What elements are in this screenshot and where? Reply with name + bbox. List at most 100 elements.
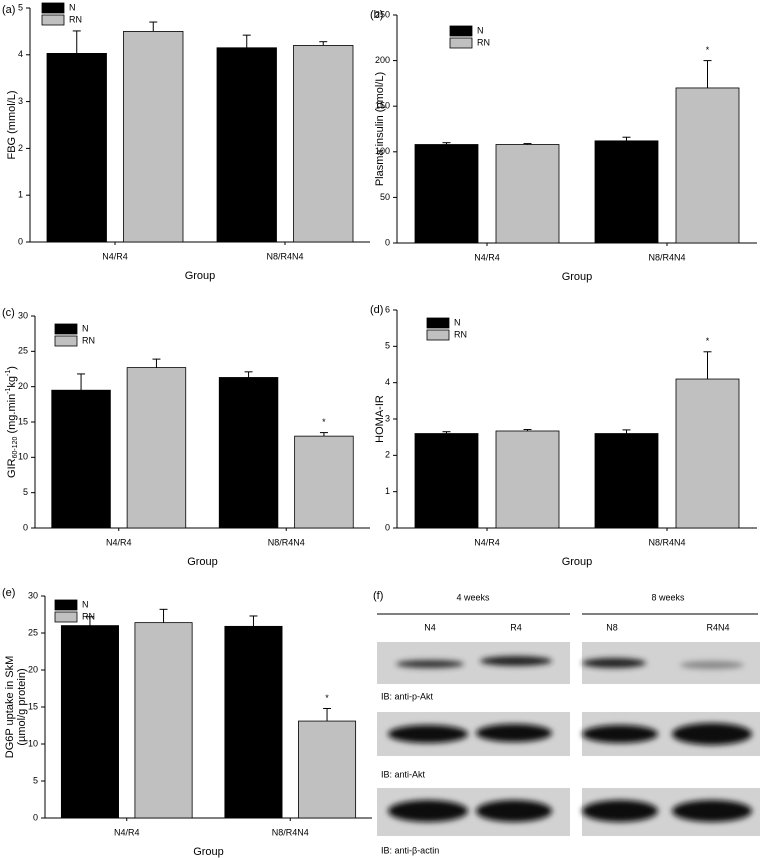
y-tick-label: 1 [18,190,23,200]
y-tick-label: 100 [375,146,390,156]
legend-label: RN [69,14,82,24]
y-tick-label: 5 [385,341,390,351]
x-tick-label: N4/R4 [102,251,128,261]
significance-mark: * [706,336,710,346]
bar [495,430,560,529]
bar [46,52,107,243]
y-axis-label-part: GIR [6,458,18,478]
bar [414,144,479,244]
bar [224,625,283,819]
bar-chart: (b) 0 50 100 150 200 250 Plasma insulin (pmol/L… [370,9,757,283]
bar [60,625,119,819]
bar [298,720,357,819]
blot-label: IB: anti-β-actin [381,845,439,855]
y-tick-label: 2 [385,450,390,460]
legend-swatch [449,25,473,37]
legend-label: RN [477,37,490,47]
error-bar [319,432,328,437]
legend-swatch [54,335,78,347]
y-tick-label: 3 [385,413,390,423]
blot-image [377,788,760,836]
panel-label: (c) [2,307,15,319]
y-tick-label: 2 [18,143,23,153]
x-tick-label: N8/R4N4 [266,251,303,261]
y-tick-label: 3 [18,96,23,106]
bar [134,622,193,819]
x-axis-label: Group [562,556,593,568]
error-bar [152,358,161,368]
error-bar [242,34,251,48]
legend-swatch [54,599,78,611]
x-tick-label: N8/R4N4 [648,252,685,262]
lane-label: R4 [510,622,522,632]
error-bar [323,707,332,722]
y-tick-label: 4 [385,377,390,387]
y-tick-label: 30 [28,590,38,600]
y-axis-label-part: 60-120 [12,436,19,458]
y-tick-label: 250 [375,9,390,19]
bar [594,140,659,244]
bar [218,377,279,529]
error-bar [703,351,712,380]
legend-label: N [69,2,76,12]
y-tick-label: 15 [28,701,38,711]
error-bar [77,373,86,391]
y-tick-label: 10 [28,738,38,748]
y-tick-label: 6 [385,304,390,314]
y-tick-label: 25 [18,346,28,356]
legend-label: N [454,317,461,327]
panel-label: (e) [2,587,15,599]
y-tick-label: 0 [33,812,38,822]
blot-panel: (f) 4 weeks 8 weeks N4 R4 N8 R4N4 IB: an… [373,590,760,855]
legend-swatch [41,2,65,14]
x-tick-label: N4/R4 [474,537,500,547]
blot-image [377,712,760,756]
lane-label: N8 [606,622,618,632]
blot-label: IB: anti-Akt [381,769,426,779]
legend-swatch [54,611,78,623]
y-tick-label: 20 [18,381,28,391]
bar [123,30,184,243]
error-bar [622,136,631,141]
legend-label: N [477,25,484,35]
x-tick-label: N4/R4 [114,827,140,837]
y-tick-label: 4 [18,49,23,59]
y-tick-label: 150 [375,101,390,111]
significance-mark: * [322,417,326,427]
error-bar [249,615,258,627]
error-bar [442,431,451,434]
y-tick-label: 200 [375,55,390,65]
significance-mark: * [325,693,329,703]
y-axis-label-part: kg [6,376,18,388]
bar [594,433,659,529]
bar-chart: (e) 0 5 10 15 20 25 30 DG6P uptake in SkM (µmol/g… [2,587,372,858]
y-tick-label: 0 [23,522,28,532]
significance-mark: * [706,45,710,55]
y-axis-label: (µmol/g protein) [16,668,28,745]
y-tick-label: 1 [385,486,390,496]
x-axis-label: Group [187,556,218,568]
lane-label: N4 [424,622,436,632]
error-bar [72,30,81,54]
y-axis-label-part: -1 [5,370,12,376]
error-bar [442,142,451,145]
x-tick-label: N4/R4 [474,252,500,262]
x-tick-label: N8/R4N4 [268,537,305,547]
x-tick-label: N8/R4N4 [648,537,685,547]
legend-swatch [41,14,65,26]
bar [216,47,277,243]
bar [293,45,354,243]
blot-image [377,642,760,684]
panel-label: (d) [370,304,383,316]
y-tick-label: 10 [18,452,28,462]
error-bar [319,41,328,46]
y-axis-label: FBG (mmol/L) [6,90,18,159]
y-tick-label: 30 [18,310,28,320]
legend-label: RN [454,329,467,339]
y-tick-label: 0 [18,236,23,246]
panel-label: (a) [2,4,15,16]
lane-label: R4N4 [706,622,729,632]
x-axis-label: Group [562,271,593,283]
